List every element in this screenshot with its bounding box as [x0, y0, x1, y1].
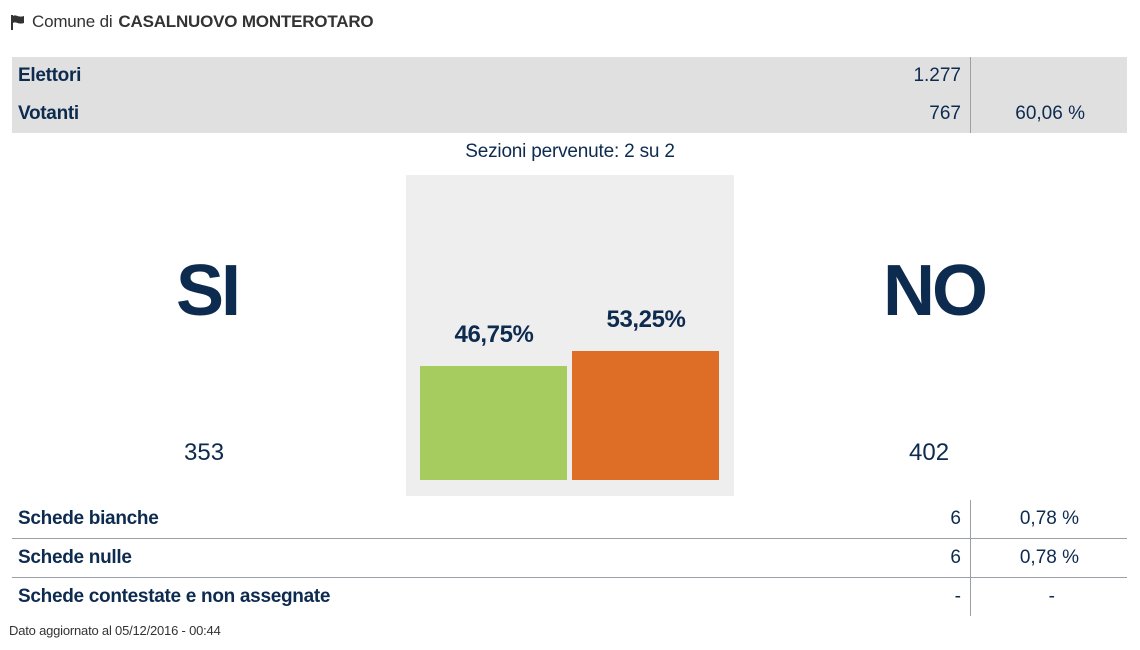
elettori-row: Elettori 1.277 [12, 57, 1127, 95]
stats-divider [970, 57, 971, 133]
elettori-label: Elettori [18, 65, 82, 86]
schede-percent: 0,78 % [1019, 508, 1079, 529]
elettori-value: 1.277 [913, 65, 961, 86]
sezioni-pervenute: Sezioni pervenute: 2 su 2 [465, 141, 675, 162]
bar-no [572, 350, 719, 480]
row-divider [12, 577, 1127, 578]
schede-percent: 0,78 % [1019, 547, 1079, 568]
bar-si [420, 366, 567, 480]
schede-value: - [954, 586, 961, 607]
si-count: 353 [184, 439, 225, 466]
schede-row: Schede bianche 6 0,78 % [12, 500, 1127, 538]
votanti-row: Votanti 767 60,06 % [12, 95, 1127, 133]
si-label: SI [176, 251, 241, 331]
schede-percent: - [1048, 586, 1055, 607]
bar-label-si: 46,75% [454, 321, 534, 349]
schede-row: Schede contestate e non assegnate - - [12, 578, 1127, 616]
schede-divider [970, 500, 971, 616]
no-label: NO [883, 251, 988, 331]
header-prefix: Comune di [32, 12, 113, 31]
page-header: Comune di CASALNUOVO MONTEROTARO [10, 10, 374, 34]
bar-label-no: 53,25% [606, 305, 686, 333]
flag-icon [11, 15, 24, 30]
no-count: 402 [909, 439, 950, 466]
last-update: Dato aggiornato al 05/12/2016 - 00:44 [9, 623, 221, 638]
schede-label: Schede nulle [18, 547, 132, 568]
votanti-percent: 60,06 % [1015, 103, 1085, 124]
row-divider [12, 538, 1127, 539]
schede-label: Schede bianche [18, 508, 159, 529]
schede-label: Schede contestate e non assegnate [18, 586, 331, 607]
results-chart: 46,75% 53,25% [406, 175, 734, 496]
votanti-value: 767 [929, 103, 961, 124]
votanti-label: Votanti [18, 103, 79, 124]
comune-name: CASALNUOVO MONTEROTARO [118, 12, 374, 31]
schede-value: 6 [950, 508, 961, 529]
stats-table: Elettori 1.277 Votanti 767 60,06 % [12, 57, 1127, 133]
schede-value: 6 [950, 547, 961, 568]
schede-row: Schede nulle 6 0,78 % [12, 539, 1127, 577]
